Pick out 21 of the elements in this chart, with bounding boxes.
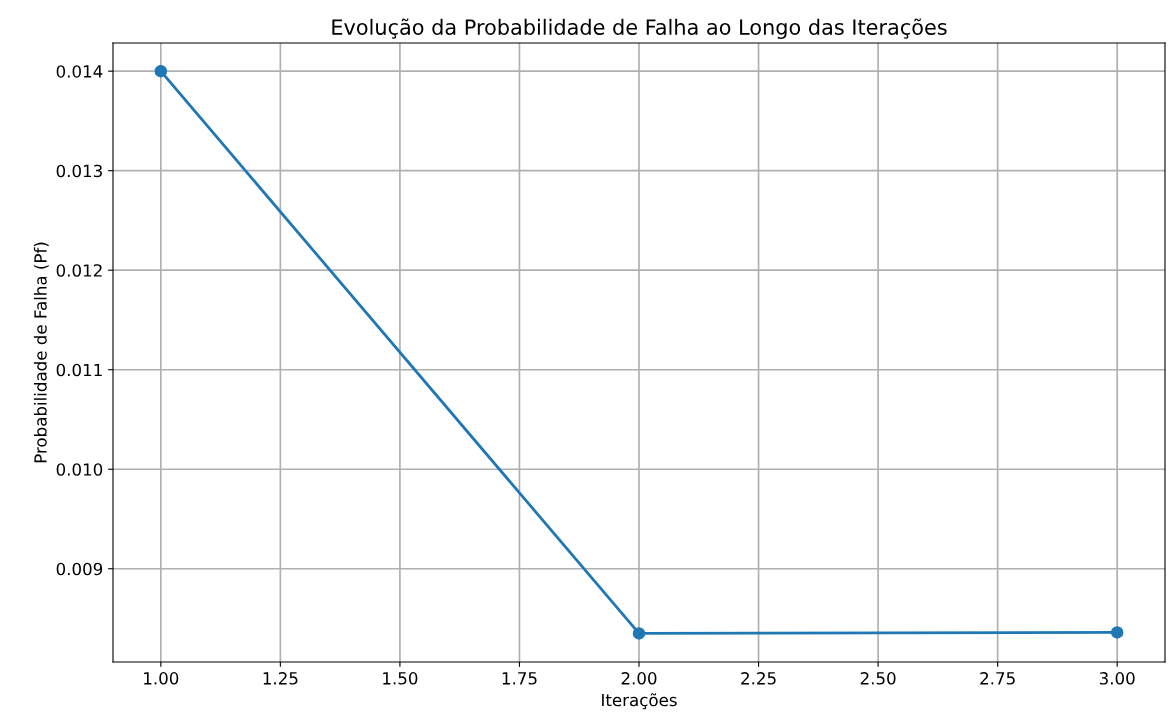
point bbox=[1110, 626, 1124, 639]
x-tick-label: 1.00 bbox=[144, 672, 179, 685]
x-tick-label: 2.25 bbox=[741, 672, 776, 685]
x-tick-label: 1.25 bbox=[263, 672, 298, 685]
y-tick-label: 0.014 bbox=[56, 65, 103, 78]
x-tick-label: 2.00 bbox=[621, 672, 657, 685]
y-tick-label: 0.012 bbox=[56, 264, 102, 277]
y-tick-label: 0.013 bbox=[56, 164, 102, 178]
x-tick-label: 1.75 bbox=[502, 672, 537, 685]
point bbox=[632, 627, 646, 640]
x-tick-label: 1.50 bbox=[383, 672, 418, 685]
chart-title: Evolução da Probabilidade de Falha ao Longo das Iterações bbox=[332, 18, 947, 39]
y-axis-title: Probabilidade de Falha (Pf) bbox=[33, 242, 49, 463]
y-tick-label: 0.009 bbox=[56, 562, 103, 576]
x-tick-label: 2.50 bbox=[860, 672, 896, 685]
y-tick-label: 0.010 bbox=[56, 463, 103, 476]
y-tick-label: 0.011 bbox=[56, 363, 102, 377]
point bbox=[154, 64, 168, 78]
x-tick-label: 3.00 bbox=[1099, 672, 1135, 685]
x-tick-label: 2.75 bbox=[980, 672, 1015, 685]
x-axis-title: Iterações bbox=[602, 693, 677, 710]
